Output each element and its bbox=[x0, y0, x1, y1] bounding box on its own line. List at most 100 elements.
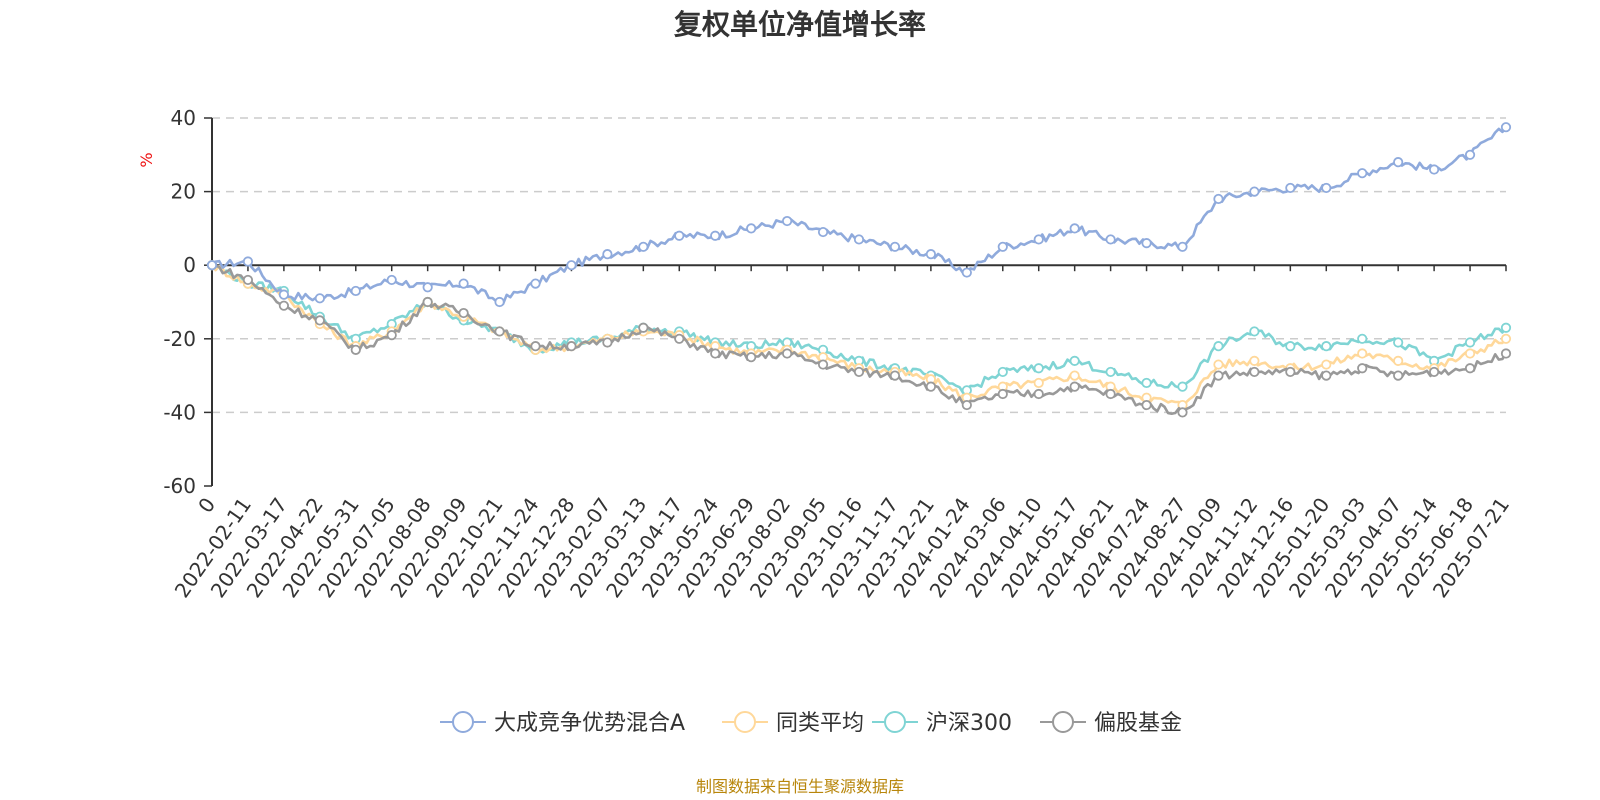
data-point bbox=[1249, 355, 1260, 366]
legend-marker bbox=[884, 711, 906, 733]
data-point bbox=[1069, 355, 1080, 366]
data-point bbox=[314, 293, 325, 304]
data-point bbox=[422, 282, 433, 293]
data-point bbox=[1429, 164, 1440, 175]
data-point bbox=[278, 289, 289, 300]
data-point bbox=[530, 278, 541, 289]
data-point bbox=[1177, 407, 1188, 418]
data-point bbox=[1177, 241, 1188, 252]
data-point bbox=[1213, 341, 1224, 352]
data-point bbox=[1500, 333, 1512, 344]
data-point bbox=[1464, 363, 1476, 374]
data-point bbox=[1105, 234, 1116, 245]
data-point bbox=[1393, 355, 1404, 366]
data-point bbox=[1357, 333, 1368, 344]
data-point bbox=[638, 241, 649, 252]
legend-item[interactable]: 同类平均 bbox=[722, 711, 864, 736]
data-point bbox=[1069, 370, 1080, 381]
data-point bbox=[1069, 223, 1080, 234]
data-point bbox=[710, 230, 721, 241]
data-point bbox=[206, 260, 218, 271]
data-point bbox=[961, 267, 972, 278]
data-point bbox=[1033, 234, 1044, 245]
data-point bbox=[494, 326, 505, 337]
data-point bbox=[1105, 388, 1116, 400]
data-point bbox=[1069, 381, 1080, 392]
data-point bbox=[1033, 388, 1044, 400]
data-point bbox=[278, 300, 289, 311]
legend-marker bbox=[1052, 711, 1074, 733]
legend-item[interactable]: 沪深300 bbox=[872, 711, 1012, 736]
data-point bbox=[889, 370, 901, 381]
data-point bbox=[1285, 341, 1296, 352]
data-point bbox=[1285, 366, 1296, 378]
data-point bbox=[1141, 377, 1152, 389]
data-point bbox=[997, 241, 1008, 252]
legend-marker bbox=[452, 711, 474, 733]
data-point bbox=[853, 234, 865, 245]
data-point bbox=[782, 348, 793, 359]
data-point bbox=[1213, 193, 1224, 205]
data-point bbox=[1033, 363, 1044, 374]
chart-title: 复权单位净值增长率 bbox=[674, 8, 926, 41]
data-point bbox=[997, 366, 1008, 378]
data-point bbox=[602, 249, 613, 260]
data-point bbox=[1213, 370, 1224, 381]
axes: 40200-20-40-6002022-02-112022-03-172022-… bbox=[163, 106, 1514, 602]
legend-item[interactable]: 大成竞争优势混合A bbox=[440, 711, 685, 736]
data-point bbox=[458, 307, 469, 319]
data-point bbox=[1500, 122, 1512, 133]
legend-label: 沪深300 bbox=[926, 711, 1012, 736]
legend[interactable]: 大成竞争优势混合A 同类平均 沪深300 偏股基金 bbox=[440, 711, 1182, 736]
y-tick-label: 20 bbox=[171, 180, 196, 204]
legend-label: 偏股基金 bbox=[1094, 711, 1182, 736]
data-point bbox=[925, 381, 936, 392]
data-point bbox=[566, 341, 577, 352]
data-point bbox=[1321, 370, 1332, 381]
legend-label: 大成竞争优势混合A bbox=[494, 711, 685, 736]
data-point bbox=[1321, 359, 1332, 370]
data-point bbox=[242, 256, 254, 267]
data-point bbox=[1321, 341, 1332, 352]
data-point bbox=[1500, 322, 1512, 333]
data-point bbox=[638, 322, 649, 333]
data-point bbox=[961, 399, 972, 411]
data-point bbox=[458, 278, 469, 289]
data-point bbox=[1393, 157, 1404, 168]
y-tick-label: 40 bbox=[171, 106, 196, 130]
data-point bbox=[566, 260, 577, 271]
data-point bbox=[1500, 348, 1512, 359]
data-point bbox=[1357, 363, 1368, 374]
data-point bbox=[1177, 381, 1188, 392]
data-point bbox=[1393, 337, 1404, 348]
y-axis-unit: % bbox=[137, 152, 156, 167]
data-point bbox=[746, 223, 757, 234]
data-point bbox=[1105, 366, 1116, 378]
data-point bbox=[1393, 370, 1404, 381]
data-point bbox=[314, 315, 325, 326]
legend-label: 同类平均 bbox=[776, 711, 864, 736]
data-point bbox=[494, 296, 505, 308]
data-point bbox=[386, 274, 397, 286]
data-point bbox=[782, 215, 793, 227]
data-point bbox=[997, 388, 1008, 400]
data-point bbox=[710, 348, 721, 359]
data-point bbox=[1141, 399, 1152, 411]
data-point bbox=[350, 344, 361, 355]
data-point bbox=[1464, 337, 1476, 348]
series-layer bbox=[206, 122, 1512, 418]
data-point bbox=[674, 333, 685, 344]
data-point bbox=[1249, 366, 1260, 378]
data-point bbox=[1249, 326, 1260, 337]
series-line bbox=[211, 126, 1508, 306]
y-tick-label: -60 bbox=[163, 474, 196, 498]
data-point bbox=[746, 352, 757, 363]
legend-item[interactable]: 偏股基金 bbox=[1040, 711, 1182, 736]
data-point bbox=[1429, 366, 1440, 378]
data-point bbox=[1357, 168, 1368, 179]
data-point bbox=[817, 359, 829, 370]
data-point bbox=[1249, 186, 1260, 197]
data-point bbox=[925, 249, 936, 260]
data-point bbox=[422, 296, 433, 308]
y-tick-label: -20 bbox=[163, 327, 196, 351]
